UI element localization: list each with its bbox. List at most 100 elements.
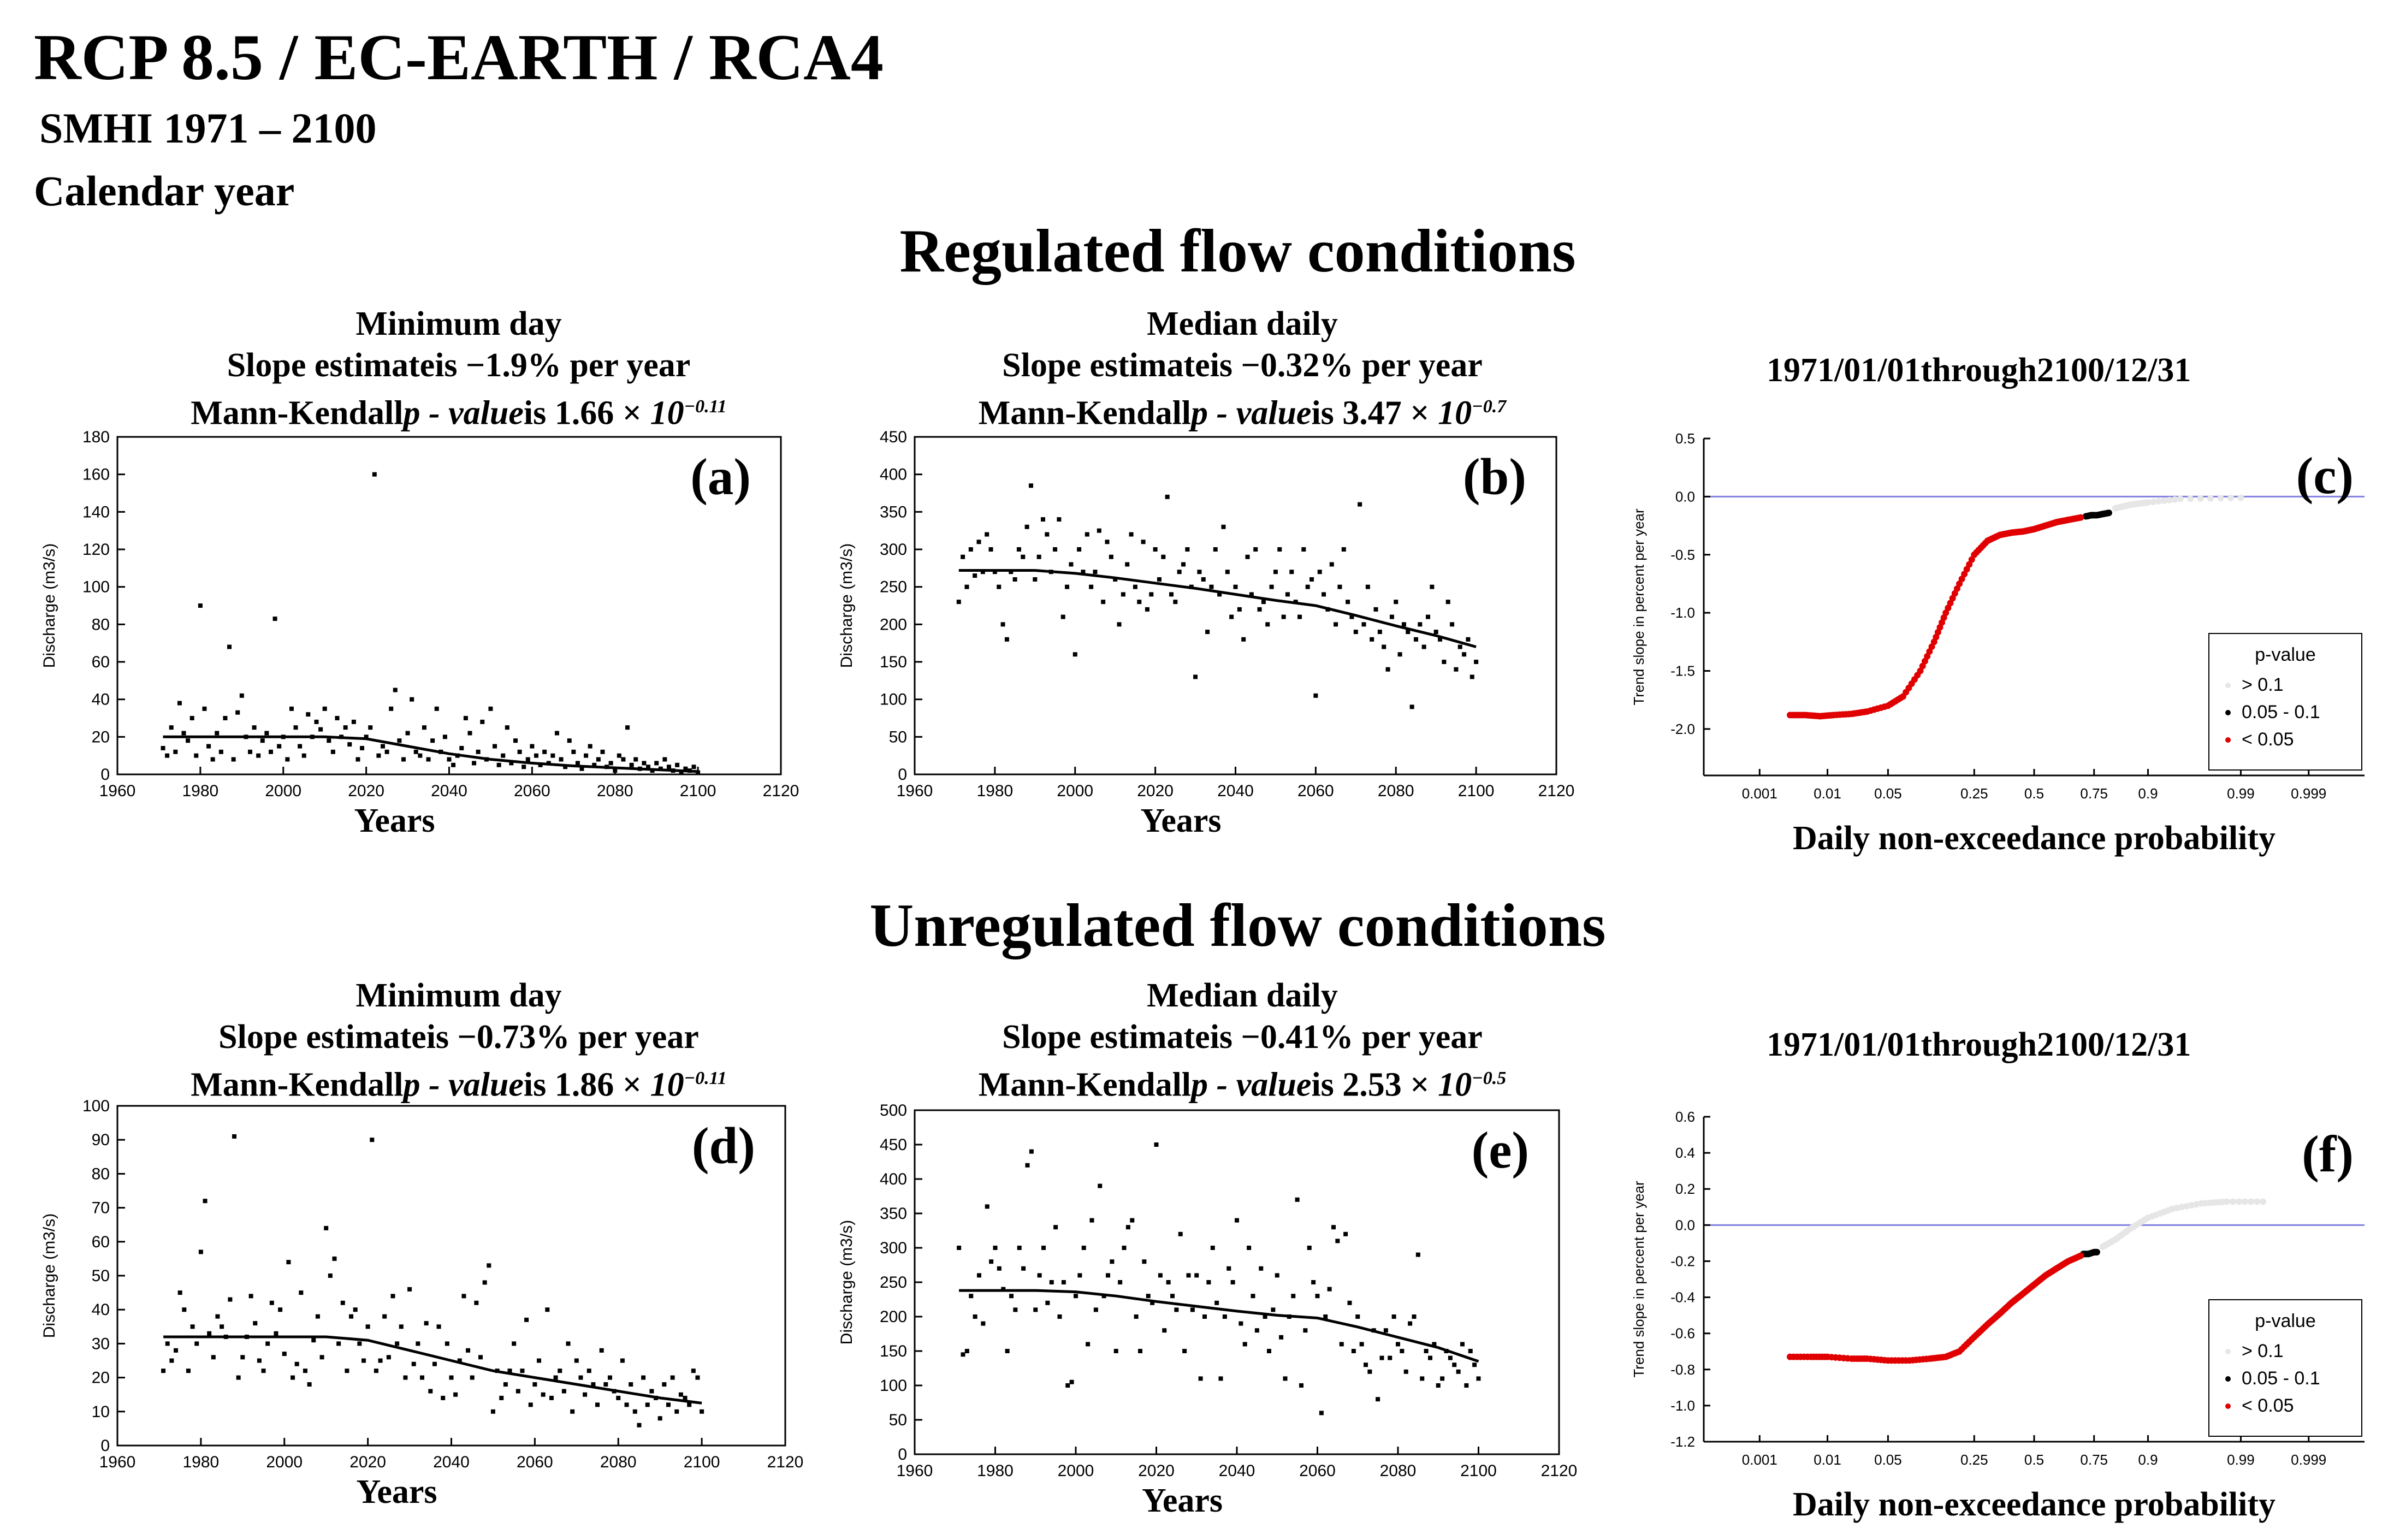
curve-point-not-significant bbox=[2260, 1198, 2267, 1205]
data-point bbox=[1452, 1363, 1457, 1367]
data-point bbox=[260, 738, 265, 743]
data-point bbox=[678, 1392, 683, 1397]
y-axis-label: Discharge (m3/s) bbox=[40, 1213, 58, 1338]
data-point bbox=[1412, 1314, 1417, 1319]
trend-line bbox=[163, 735, 698, 773]
data-point bbox=[487, 1263, 491, 1268]
data-point bbox=[186, 1369, 191, 1373]
data-point bbox=[1105, 540, 1110, 544]
data-point bbox=[969, 1294, 974, 1299]
data-point bbox=[1178, 1231, 1183, 1236]
data-point bbox=[365, 1324, 370, 1329]
data-point bbox=[1406, 630, 1411, 635]
data-point bbox=[584, 753, 589, 758]
data-point bbox=[1454, 667, 1459, 672]
data-point bbox=[1041, 1246, 1046, 1250]
y-tick-label: 100 bbox=[82, 1097, 110, 1115]
data-point bbox=[1457, 644, 1462, 649]
data-point bbox=[286, 1260, 291, 1265]
data-point bbox=[1198, 1376, 1203, 1381]
data-point bbox=[1285, 592, 1290, 597]
data-point bbox=[441, 1395, 446, 1400]
data-point bbox=[1021, 1266, 1026, 1271]
x-tick-label: 2120 bbox=[763, 782, 799, 800]
data-point bbox=[236, 1375, 241, 1380]
data-point bbox=[1221, 524, 1226, 529]
data-point bbox=[599, 1348, 604, 1353]
data-point bbox=[1138, 1349, 1142, 1353]
y-tick-label: 0.4 bbox=[1675, 1145, 1695, 1161]
x-tick-label: 0.001 bbox=[1742, 785, 1777, 802]
data-point bbox=[1072, 652, 1077, 657]
data-point bbox=[419, 1375, 424, 1380]
x-tick-label: 0.9 bbox=[2138, 1452, 2158, 1468]
curve-point-not-significant bbox=[2242, 1198, 2249, 1205]
data-point bbox=[1289, 570, 1294, 574]
data-point bbox=[691, 1369, 696, 1373]
data-point bbox=[633, 757, 638, 762]
data-point bbox=[1468, 1349, 1473, 1353]
data-point bbox=[265, 1341, 270, 1346]
y-tick-label: 450 bbox=[880, 428, 907, 446]
data-point bbox=[989, 1259, 994, 1264]
data-point bbox=[1442, 660, 1447, 664]
data-point bbox=[1389, 614, 1394, 619]
data-point bbox=[1415, 1252, 1420, 1257]
data-point bbox=[1341, 547, 1346, 552]
data-point bbox=[360, 745, 365, 750]
data-point bbox=[202, 706, 207, 711]
data-point bbox=[1367, 1369, 1372, 1374]
data-point bbox=[512, 1341, 517, 1346]
y-axis-label: Trend slope in percent per year bbox=[1631, 1181, 1647, 1378]
data-point bbox=[537, 1358, 542, 1363]
data-point bbox=[407, 1287, 412, 1292]
y-tick-label: 50 bbox=[889, 728, 907, 746]
x-tick-label: 2060 bbox=[517, 1453, 553, 1471]
data-point bbox=[424, 1321, 429, 1326]
data-point bbox=[1161, 554, 1166, 559]
data-point bbox=[370, 1138, 375, 1142]
data-point bbox=[1370, 637, 1374, 642]
data-point bbox=[463, 716, 468, 720]
x-tick-label: 2060 bbox=[514, 782, 550, 800]
data-point bbox=[1257, 607, 1262, 612]
data-point bbox=[257, 1358, 262, 1363]
data-point bbox=[467, 731, 472, 736]
x-tick-label: 2080 bbox=[597, 782, 633, 800]
data-point bbox=[1242, 1342, 1247, 1347]
x-tick-label: 1980 bbox=[183, 1453, 220, 1471]
data-point bbox=[1033, 1307, 1038, 1312]
data-point bbox=[161, 1369, 166, 1373]
x-axis-label: Years bbox=[354, 802, 435, 839]
data-point bbox=[311, 1338, 316, 1343]
data-point bbox=[528, 1402, 533, 1407]
x-tick-label: 2100 bbox=[1458, 782, 1495, 800]
y-tick-label: 0.5 bbox=[1675, 430, 1695, 447]
data-point bbox=[1436, 1383, 1441, 1388]
data-point bbox=[315, 1314, 320, 1319]
data-point bbox=[1421, 644, 1426, 649]
data-point bbox=[524, 1317, 529, 1322]
data-point bbox=[1413, 637, 1418, 642]
x-tick-label: 2020 bbox=[1138, 1462, 1175, 1480]
data-point bbox=[1024, 524, 1029, 529]
data-point bbox=[240, 1355, 245, 1360]
x-tick-label: 2040 bbox=[1217, 782, 1254, 800]
data-point bbox=[269, 1300, 274, 1305]
data-point bbox=[1466, 637, 1471, 642]
data-point bbox=[1122, 1246, 1127, 1250]
data-point bbox=[1137, 600, 1142, 605]
x-axis-label: Years bbox=[1142, 1482, 1223, 1519]
curve-point-significant bbox=[1963, 566, 1970, 573]
data-point bbox=[1339, 1342, 1344, 1347]
data-point bbox=[1311, 1280, 1316, 1284]
legend-label: < 0.05 bbox=[2242, 729, 2294, 750]
legend-box bbox=[2208, 633, 2362, 771]
data-point bbox=[513, 738, 518, 743]
data-point bbox=[215, 731, 220, 736]
data-point bbox=[220, 1324, 224, 1329]
data-point bbox=[322, 706, 327, 711]
data-point bbox=[1021, 554, 1026, 559]
data-point bbox=[389, 706, 394, 711]
data-point bbox=[525, 757, 530, 762]
